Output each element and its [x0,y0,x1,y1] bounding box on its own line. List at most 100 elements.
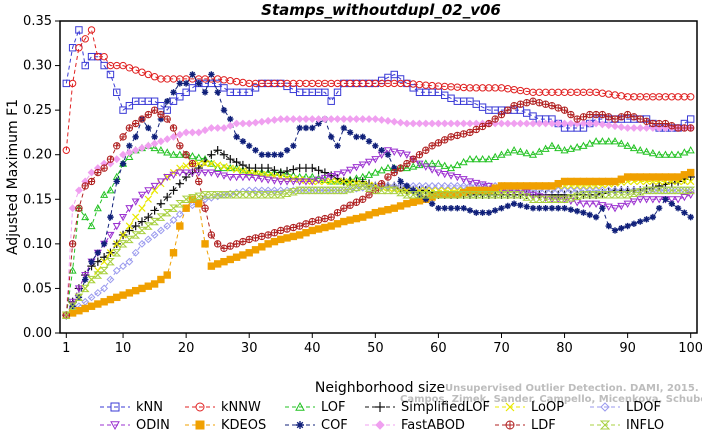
data-point [472,125,480,134]
data-point [668,200,675,207]
data-point [163,115,171,123]
data-point [572,192,582,201]
data-point [145,124,152,132]
data-point [441,205,448,212]
data-point [195,200,203,208]
legend-label: kNNW [221,400,261,415]
data-point [668,122,676,130]
data-point [422,146,430,154]
data-point [453,119,462,128]
data-point [610,191,620,199]
data-point [661,119,670,128]
data-point [80,284,90,293]
data-point [585,186,594,195]
data-point [516,119,525,128]
data-point [661,173,670,181]
data-point [157,110,165,119]
data-point [188,151,197,160]
data-point [390,182,399,190]
data-point [194,192,204,201]
data-point [391,164,398,172]
data-point [94,168,102,177]
data-point [655,173,663,181]
data-point [207,262,216,270]
data-point [283,169,292,178]
data-point [377,166,386,174]
data-point [112,155,121,164]
data-point [143,222,153,230]
data-point [93,288,102,297]
data-point [74,285,83,293]
data-point [662,196,669,203]
data-point [375,420,385,430]
data-point [181,172,191,182]
data-point [131,66,140,74]
data-point [213,191,223,199]
data-point [505,402,515,412]
data-point [87,52,96,61]
data-point [220,162,228,171]
series-inflo [61,182,696,319]
data-point [156,213,166,221]
data-point [383,147,393,155]
legend-item-ldf: LDF [495,418,556,433]
data-point [554,186,563,195]
data-point [308,217,316,226]
data-point [175,169,184,177]
data-point [252,147,259,154]
data-point [175,179,185,188]
data-point [358,182,368,190]
data-point [226,121,235,130]
data-point [435,205,442,212]
data-point [446,163,456,172]
data-point [522,119,531,128]
data-point [131,286,140,295]
data-point [125,124,134,132]
data-point [301,172,311,181]
data-point [188,84,197,92]
data-point [295,88,304,97]
data-point [440,170,449,179]
data-point [333,208,342,217]
data-point [510,200,518,207]
data-point [523,182,531,190]
y-axis-label: Adjusted Maximum F1 [5,99,21,255]
legend-item-loop: LoOP [495,400,564,415]
data-point [555,205,562,212]
data-point [623,173,632,181]
data-point [623,141,632,149]
data-point [302,124,310,132]
data-point [333,186,342,195]
data-point [579,119,588,128]
data-point [157,226,165,235]
data-point [661,186,670,195]
data-point [326,186,336,195]
data-point [624,222,631,230]
data-point [667,196,676,204]
data-point [490,191,500,199]
data-point [340,177,348,186]
data-point [579,141,588,149]
data-point [251,191,260,199]
data-point [163,148,172,156]
data-point [535,119,544,128]
data-point [686,115,695,123]
data-point [245,173,254,182]
data-point [655,205,663,212]
data-point [110,421,120,431]
data-point [296,421,304,429]
data-point [207,231,216,239]
legend-label: INFLO [626,418,664,433]
series-knnw [62,26,695,154]
data-point [409,84,417,92]
data-point [213,124,222,132]
data-point [137,226,147,235]
data-point [529,205,537,212]
data-point [226,255,234,264]
data-point [227,115,234,123]
data-point [87,275,96,284]
data-point [686,186,696,195]
data-point [427,191,437,199]
data-point [573,115,581,123]
series-odin [62,147,695,320]
